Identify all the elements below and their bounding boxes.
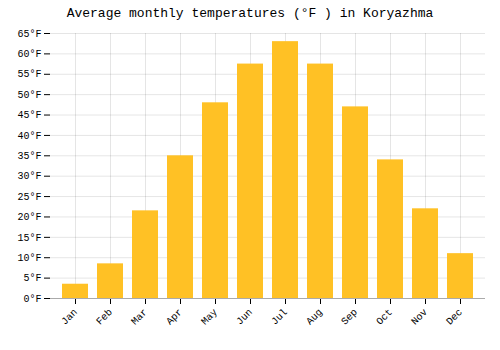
html-text:Average monthly temperatures (: Average monthly temperatures (°F ) in Ko… [66, 6, 434, 21]
svg-text:Jan: Jan [59, 307, 80, 328]
svg-text:Mar: Mar [129, 307, 150, 328]
svg-text:35°F: 35°F [17, 151, 41, 162]
svg-text:30°F: 30°F [17, 171, 41, 182]
svg-text:10°F: 10°F [17, 253, 41, 264]
svg-text:Jul: Jul [269, 307, 290, 328]
svg-text:45°F: 45°F [17, 110, 41, 121]
svg-text:Sep: Sep [339, 307, 360, 328]
svg-text:Oct: Oct [374, 307, 395, 328]
svg-text:25°F: 25°F [17, 192, 41, 203]
svg-text:40°F: 40°F [17, 131, 41, 142]
svg-text:Apr: Apr [164, 307, 185, 328]
svg-text:60°F: 60°F [17, 49, 41, 60]
svg-text:0°F: 0°F [23, 294, 41, 305]
svg-text:5°F: 5°F [23, 273, 41, 284]
svg-text:50°F: 50°F [17, 90, 41, 101]
svg-text:20°F: 20°F [17, 212, 41, 223]
svg-text:Dec: Dec [444, 307, 465, 328]
svg-text:Jun: Jun [234, 307, 255, 328]
svg-text:15°F: 15°F [17, 233, 41, 244]
svg-text:65°F: 65°F [17, 29, 41, 40]
svg-text:Aug: Aug [304, 307, 325, 328]
svg-text:55°F: 55°F [17, 69, 41, 80]
svg-text:Nov: Nov [409, 307, 430, 328]
svg-text:Feb: Feb [94, 307, 115, 328]
svg-text:May: May [199, 307, 220, 328]
